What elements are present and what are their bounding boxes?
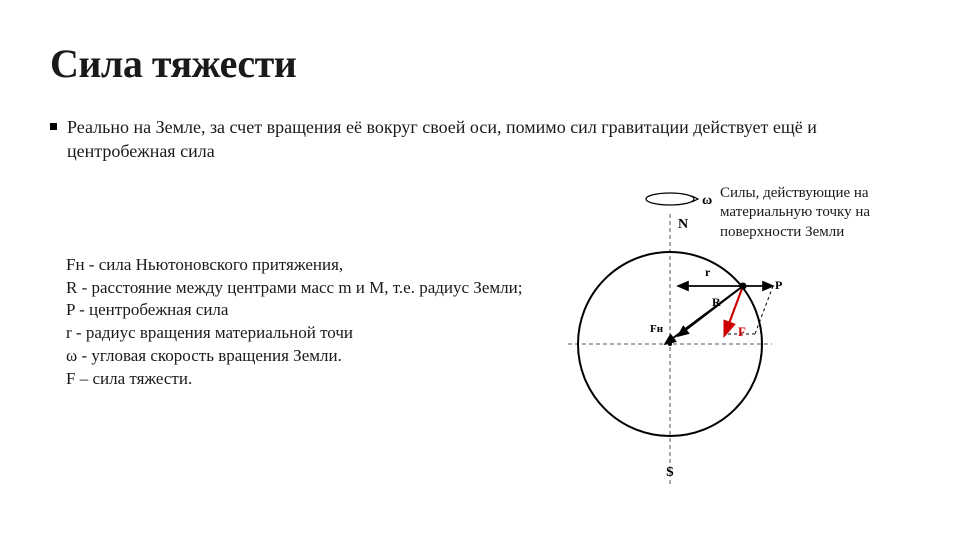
dash-line xyxy=(755,286,773,334)
rotation-arrow-icon xyxy=(692,196,698,202)
content-area: Fн - сила Ньютоновского притяжения, R - … xyxy=(50,184,910,504)
center-dot xyxy=(668,342,672,346)
page-title: Сила тяжести xyxy=(50,40,910,87)
legend-line: P - центробежная сила xyxy=(66,299,522,322)
label-S: S xyxy=(666,465,674,480)
label-N: N xyxy=(678,217,688,232)
legend-line: F – сила тяжести. xyxy=(66,368,522,391)
intro-text: Реально на Земле, за счет вращения её во… xyxy=(67,115,827,164)
legend-line: R - расстояние между центрами масс m и M… xyxy=(66,277,522,300)
legend-line: ω - угловая скорость вращения Земли. xyxy=(66,345,522,368)
bullet-icon xyxy=(50,123,57,130)
label-R: R xyxy=(712,295,721,309)
legend-box: Fн - сила Ньютоновского притяжения, R - … xyxy=(66,254,522,392)
legend-line: r - радиус вращения материальной точи xyxy=(66,322,522,345)
forces-diagram: N S ω r R P Fн F xyxy=(550,184,800,494)
label-Fh: Fн xyxy=(650,323,664,335)
label-F: F xyxy=(738,324,746,339)
legend-line: Fн - сила Ньютоновского притяжения, xyxy=(66,254,522,277)
label-omega: ω xyxy=(702,193,712,208)
rotation-ellipse xyxy=(646,193,694,205)
intro-row: Реально на Земле, за счет вращения её во… xyxy=(50,115,910,164)
label-r: r xyxy=(705,265,711,279)
point-mass xyxy=(740,282,747,289)
label-P: P xyxy=(775,278,782,292)
